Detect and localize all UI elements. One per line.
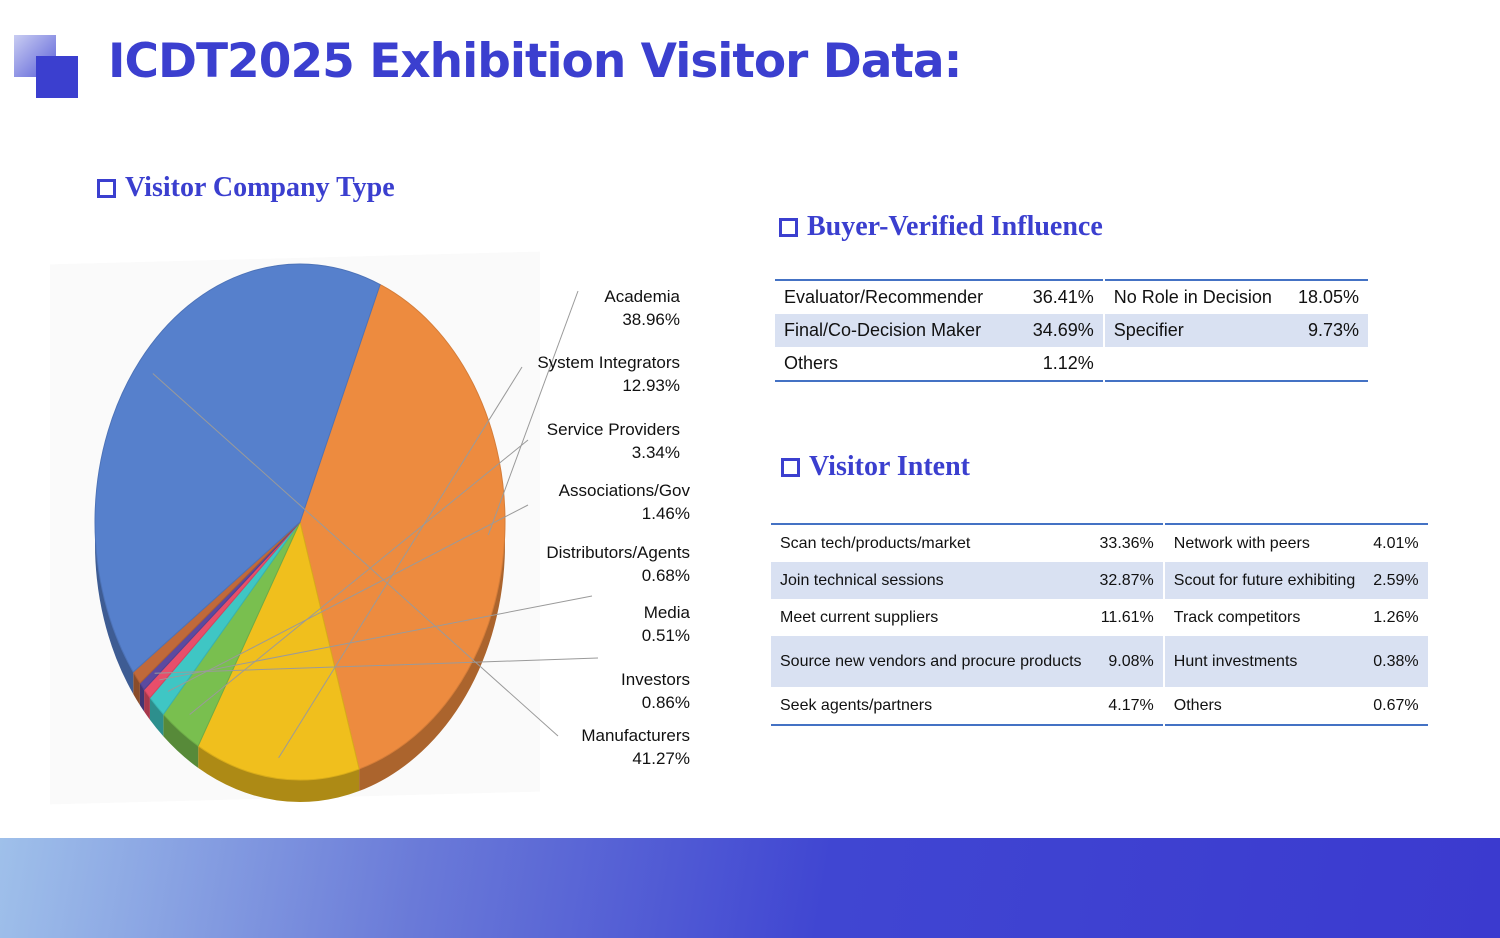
pie-label-name: System Integrators: [537, 353, 680, 372]
pie-slice-side-investors: [133, 672, 140, 706]
table-row: Evaluator/Recommender 36.41% No Role in De…: [775, 280, 1368, 314]
pie-label-name: Media: [643, 603, 690, 622]
leader-line-system-integrators: [278, 366, 523, 759]
table-cell: 4.17%: [1090, 687, 1165, 725]
table-cell: 18.05%: [1297, 287, 1359, 307]
leader-line-distributors-agents: [159, 595, 593, 681]
pie-slice-side-media: [139, 683, 145, 712]
pie-slice-side-system-integrators: [198, 745, 360, 802]
table-cell: Others: [784, 353, 839, 373]
table-row: Seek agents/partners 4.17% Others 0.67%: [771, 687, 1428, 725]
leader-line-academia: [487, 290, 579, 536]
table-row: Meet current suppliers 11.61% Track compet…: [771, 599, 1428, 636]
pie-label-value: 1.46%: [641, 504, 690, 523]
pie-label-name: Associations/Gov: [558, 481, 690, 500]
table-cell: Scan tech/products/market: [780, 534, 971, 552]
pie-label-value: 12.93%: [622, 376, 680, 395]
pie-label-value: 0.86%: [641, 693, 690, 712]
table-cell: Scout for future exhibiting: [1163, 562, 1365, 599]
pie-label-value: 0.51%: [641, 626, 690, 645]
table-cell: 32.87%: [1090, 562, 1165, 599]
table-row: Others 1.12%: [775, 347, 1368, 381]
section-heading-influence: Buyer-Verified Influence: [779, 211, 1103, 243]
pie-slice-side-distributors-agents: [144, 689, 150, 720]
checkbox-square-icon: [781, 457, 800, 477]
table-cell: 4.01%: [1373, 534, 1419, 552]
table-cell: 0.67%: [1373, 696, 1419, 714]
leader-line-service-providers: [189, 439, 529, 715]
section-heading-intent: Visitor Intent: [781, 451, 970, 483]
table-cell: Meet current suppliers: [780, 608, 939, 626]
pie-label-service-providers: Service Providers 3.34%: [547, 418, 680, 464]
pie-slice-system-integrators: [197, 520, 360, 781]
pie-label-distributors-agents: Distributors/Agents 0.68%: [546, 541, 690, 587]
table-cell: Seek agents/partners: [780, 696, 933, 714]
table-cell: Source new vendors and procure products: [771, 636, 1091, 687]
table-cell: 1.12%: [992, 347, 1105, 381]
section-heading-text: Visitor Company Type: [125, 172, 395, 203]
visitor-intent-table: Scan tech/products/market 33.36% Network w…: [771, 523, 1428, 726]
table-row: Source new vendors and procure products 9…: [771, 636, 1428, 687]
table-cell: 9.08%: [1090, 636, 1165, 687]
pie-label-value: 3.34%: [631, 443, 680, 462]
table-cell: [1281, 347, 1368, 381]
section-heading-text: Buyer-Verified Influence: [807, 211, 1103, 242]
table-cell: 9.73%: [1280, 314, 1368, 347]
table-cell: Join technical sessions: [771, 562, 1091, 599]
logo-square-dark: [36, 56, 78, 98]
table-cell: 33.36%: [1090, 524, 1165, 562]
pie-label-value: 0.68%: [641, 566, 690, 585]
pie-label-name: Academia: [604, 287, 680, 306]
checkbox-square-icon: [779, 217, 798, 237]
pie-slice-side-service-providers: [163, 714, 199, 768]
pie-label-associations-gov: Associations/Gov 1.46%: [559, 479, 690, 525]
table-cell: 34.69%: [992, 314, 1105, 347]
leader-line-associations-gov: [167, 504, 529, 692]
table-cell: No Role in Decision: [1113, 287, 1272, 307]
table-cell: Specifier: [1103, 314, 1281, 347]
pie-slice-academia: [299, 283, 506, 770]
pie-label-investors: Investors 0.86%: [621, 668, 690, 714]
pie-label-media: Media 0.51%: [642, 601, 690, 647]
table-cell: Hunt investments: [1163, 636, 1365, 687]
pie-label-manufacturers: Manufacturers 41.27%: [581, 724, 690, 770]
section-heading-text: Visitor Intent: [809, 451, 970, 482]
pie-label-name: Manufacturers: [581, 726, 690, 745]
pie-slice-manufacturers: [94, 263, 381, 673]
leader-line-manufacturers: [152, 373, 559, 737]
pie-label-system-integrators: System Integrators 12.93%: [537, 351, 680, 397]
section-heading-company-type: Visitor Company Type: [97, 172, 395, 204]
table-cell: 11.61%: [1090, 599, 1165, 636]
table-cell: Final/Co-Decision Maker: [775, 314, 993, 347]
table-cell: 0.38%: [1364, 636, 1428, 687]
buyer-influence-table: Evaluator/Recommender 36.41% No Role in De…: [775, 279, 1368, 382]
pie-label-value: 38.96%: [622, 310, 680, 329]
table-cell: Network with peers: [1173, 534, 1310, 552]
pie-label-name: Investors: [621, 670, 690, 689]
pie-label-academia: Academia 38.96%: [604, 285, 680, 331]
checkbox-square-icon: [97, 178, 116, 198]
table-cell: 2.59%: [1364, 562, 1428, 599]
table-cell: 1.26%: [1373, 608, 1419, 626]
footer-band: [0, 838, 1500, 938]
pie-label-value: 41.27%: [632, 749, 690, 768]
table-cell: Evaluator/Recommender: [784, 287, 984, 307]
table-row: Scan tech/products/market 33.36% Network w…: [771, 524, 1428, 562]
pie-slice-side-associations-gov: [149, 697, 164, 737]
table-row: Final/Co-Decision Maker 34.69% Specifier 9.…: [775, 314, 1368, 347]
table-cell: [1104, 347, 1281, 381]
page-title: ICDT2025 Exhibition Visitor Data:: [108, 34, 962, 89]
pie-label-name: Service Providers: [546, 420, 680, 439]
table-cell: Others: [1173, 696, 1222, 714]
leader-line-media: [154, 657, 599, 674]
table-row: Join technical sessions 32.87% Scout for f…: [771, 562, 1428, 599]
pie-label-name: Distributors/Agents: [546, 543, 690, 562]
table-cell: Track competitors: [1173, 608, 1301, 626]
table-cell: 36.41%: [992, 280, 1105, 314]
